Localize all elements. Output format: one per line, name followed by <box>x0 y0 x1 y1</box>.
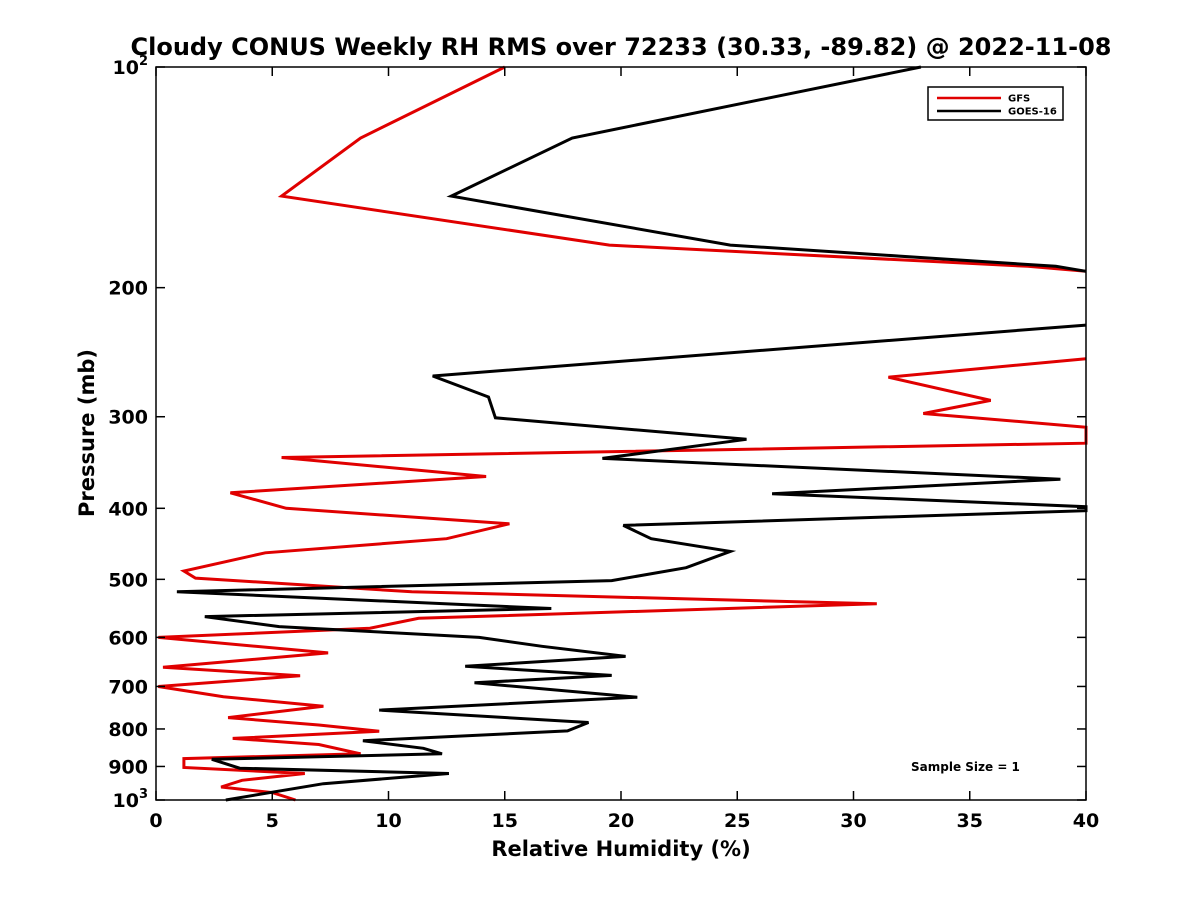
legend-box <box>927 86 1064 121</box>
sample-size-annotation: Sample Size = 1 <box>911 760 1020 774</box>
y-tick-label: 102 <box>113 54 149 79</box>
x-tick-label: 35 <box>957 810 983 832</box>
x-tick-label: 5 <box>266 810 279 832</box>
axes-frame <box>155 66 1087 801</box>
series-line-goes16-1 <box>176 323 1088 802</box>
series-layer <box>158 65 1088 802</box>
y-tick-label: 800 <box>108 719 148 741</box>
y-axis: 102 200 300 400 500 600 700 800 900 103 <box>108 54 1086 812</box>
y-tick-label: 600 <box>108 627 148 649</box>
x-tick-label: 20 <box>608 810 634 832</box>
y-tick-label: 200 <box>108 278 148 300</box>
x-axis-label: Relative Humidity (%) <box>491 837 750 861</box>
legend-label-gfs: GFS <box>1008 94 1030 105</box>
x-tick-label: 40 <box>1073 810 1099 832</box>
chart-title: Cloudy CONUS Weekly RH RMS over 72233 (3… <box>131 33 1112 61</box>
legend: GFS GOES-16 <box>927 86 1064 121</box>
y-tick-label: 900 <box>108 756 148 778</box>
y-axis-label: Pressure (mb) <box>75 349 99 517</box>
y-tick-label: 103 <box>113 787 149 812</box>
x-tick-label: 10 <box>375 810 401 832</box>
x-axis: 0 5 10 15 20 25 30 35 40 <box>149 67 1099 832</box>
y-tick-label: 400 <box>108 498 148 520</box>
y-tick-label: 500 <box>108 569 148 591</box>
series-line-gfs-0 <box>277 65 1087 273</box>
y-tick-label: 700 <box>108 676 148 698</box>
x-tick-label: 30 <box>840 810 866 832</box>
x-tick-label: 15 <box>492 810 518 832</box>
legend-label-goes16: GOES-16 <box>1008 107 1057 118</box>
y-tick-label: 300 <box>108 407 148 429</box>
x-tick-label: 25 <box>724 810 750 832</box>
series-line-goes16-0 <box>446 65 1087 273</box>
x-tick-label: 0 <box>149 810 162 832</box>
